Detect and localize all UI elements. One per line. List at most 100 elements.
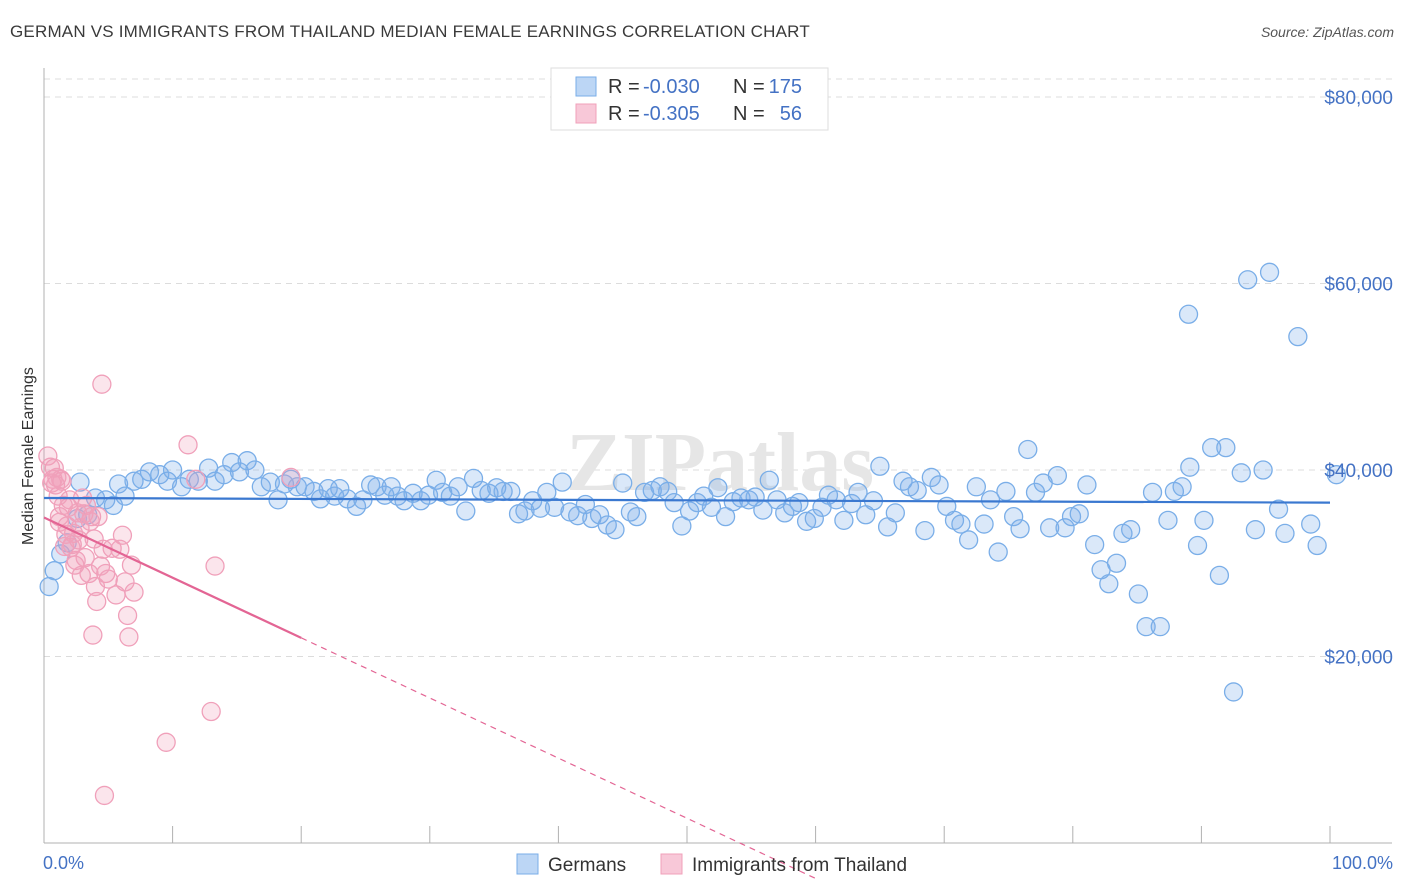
point-germans [1180, 457, 1200, 477]
point-germans [589, 505, 610, 525]
point-germans [1099, 574, 1119, 594]
y-tick-label: $20,000 [1324, 648, 1393, 669]
legend-n-label-germans: N = [733, 76, 765, 98]
point-germans [463, 468, 484, 489]
point-germans [1085, 534, 1105, 555]
point-germans [448, 477, 468, 497]
point-germans [537, 482, 557, 503]
legend-n-value-germans: 175 [769, 76, 802, 98]
point-germans [1040, 518, 1060, 538]
point-germans [1288, 327, 1308, 347]
legend-swatch-thailand [575, 103, 597, 124]
point-germans [1158, 510, 1178, 531]
point-thailand [87, 591, 107, 612]
series-thailand [38, 374, 301, 806]
bottom-legend-swatch-thailand [660, 853, 683, 875]
point-germans [1326, 465, 1347, 485]
point-germans [1077, 475, 1097, 495]
point-germans [304, 481, 324, 502]
y-ticks: $20,000 $40,000 $60,000 $80,000 [1324, 88, 1393, 669]
x-tick-label-min: 0.0% [43, 853, 84, 873]
point-germans [605, 520, 625, 540]
point-germans [70, 472, 90, 492]
point-thailand [186, 469, 206, 489]
point-germans [885, 503, 905, 523]
point-germans [330, 478, 350, 499]
point-germans [260, 472, 280, 492]
point-germans [1128, 584, 1149, 604]
point-thailand [83, 625, 103, 645]
point-germans [162, 460, 183, 480]
point-germans [988, 542, 1008, 562]
point-thailand [38, 446, 58, 466]
point-germans [124, 471, 144, 491]
point-germans [108, 474, 129, 494]
trend-lines [43, 496, 1331, 879]
point-germans [759, 470, 779, 490]
point-germans [1003, 506, 1024, 527]
bottom-legend-label-thailand: Immigrants from Thailand [692, 855, 907, 876]
point-germans [841, 493, 862, 514]
point-germans [804, 508, 824, 529]
point-germans [1121, 520, 1141, 540]
bottom-legend-label-germans: Germans [548, 855, 626, 876]
point-thailand [178, 435, 198, 455]
point-germans [701, 497, 722, 517]
chart-source: Source: ZipAtlas.com [1260, 24, 1394, 40]
point-germans [403, 483, 423, 503]
point-germans [789, 492, 809, 513]
point-germans [381, 477, 401, 497]
point-germans [715, 506, 736, 527]
point-germans [132, 469, 152, 489]
point-germans [1187, 535, 1208, 556]
point-germans [1018, 439, 1038, 460]
legend-r-value-thailand: -0.305 [643, 103, 700, 125]
point-germans [115, 486, 135, 506]
legend-n-value-thailand: 56 [780, 103, 802, 125]
point-thailand [201, 701, 221, 722]
trend-line-thailand-extension [300, 637, 816, 879]
point-thailand [112, 525, 133, 545]
point-germans [796, 511, 817, 531]
point-thailand [88, 506, 108, 527]
point-germans [627, 506, 647, 527]
correlation-legend: R = -0.030 N = 175 R = -0.305 N = 56 [550, 67, 829, 131]
legend-box [550, 67, 829, 131]
point-germans [568, 506, 588, 526]
point-germans [1268, 499, 1289, 519]
watermark: ZIPatlas [566, 416, 874, 509]
point-germans [1106, 553, 1127, 573]
point-thailand [281, 467, 301, 488]
point-germans [1010, 519, 1030, 539]
point-germans [295, 477, 315, 497]
point-germans [1047, 465, 1068, 486]
trend-line-thailand [43, 516, 302, 639]
point-germans [426, 470, 446, 490]
point-germans [1301, 514, 1321, 534]
point-germans [1202, 437, 1222, 458]
point-thailand [52, 471, 72, 491]
point-germans [921, 467, 941, 488]
point-thailand [76, 495, 97, 516]
y-tick-label: $60,000 [1324, 275, 1393, 296]
point-germans [613, 473, 633, 493]
point-germans [245, 460, 265, 480]
point-germans [664, 492, 684, 513]
point-germans [775, 503, 795, 523]
point-germans [672, 516, 692, 536]
point-germans [1253, 460, 1273, 480]
point-germans [708, 478, 728, 498]
point-germans [1178, 304, 1199, 324]
point-germans [251, 477, 271, 497]
point-germans [1172, 477, 1192, 497]
point-germans [515, 501, 535, 521]
point-germans [1061, 506, 1082, 527]
point-germans [44, 561, 64, 581]
point-thailand [205, 556, 225, 576]
point-germans [214, 465, 234, 485]
x-ticks [43, 826, 1331, 843]
legend-r-value-germans: -0.030 [643, 76, 700, 98]
point-germans [157, 471, 178, 491]
point-thailand [92, 374, 112, 394]
point-germans [958, 530, 979, 550]
